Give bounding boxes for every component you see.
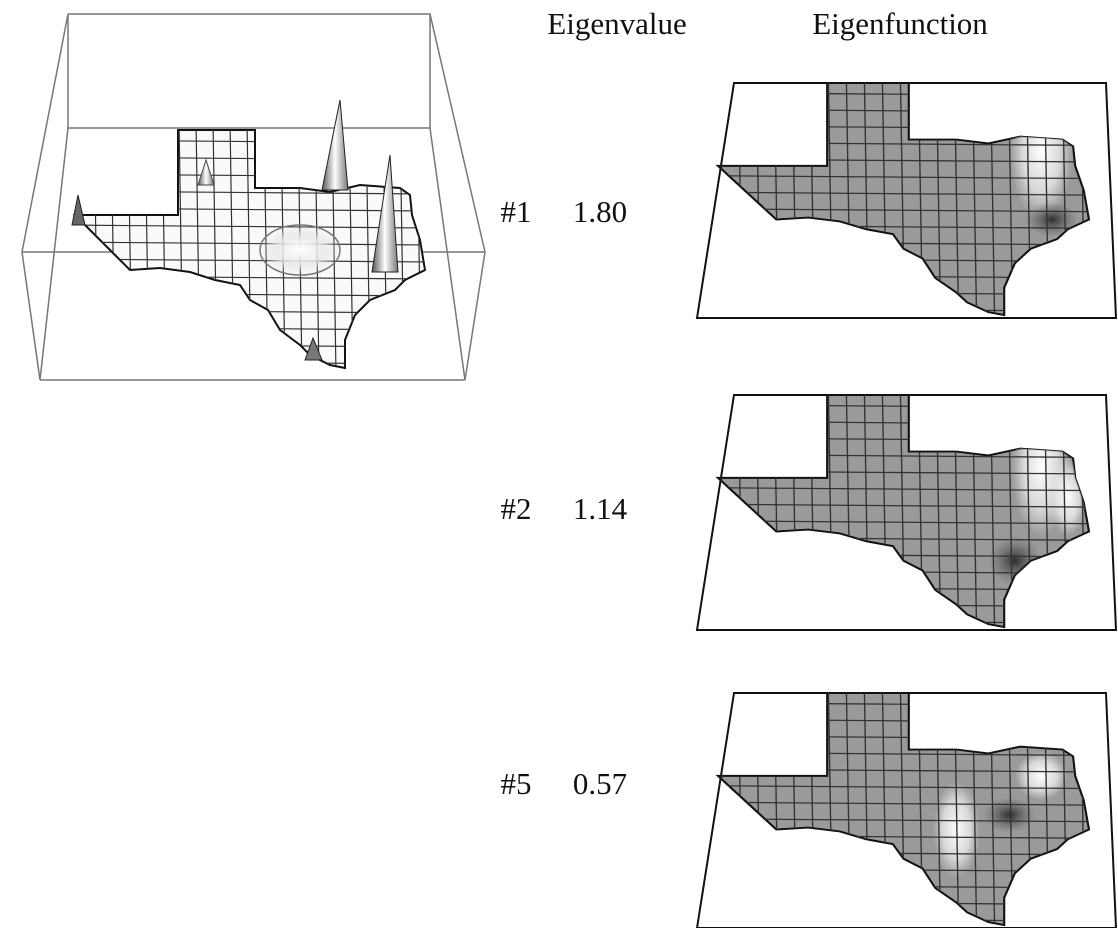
box-edge xyxy=(40,128,68,380)
grid-line xyxy=(60,120,64,375)
grid-line xyxy=(60,327,430,330)
column-header: Eigenfunction xyxy=(812,6,988,41)
page: Eigenvalue Eigenfunction #1 1.80 #2 1.14… xyxy=(0,0,1118,928)
raw-data-surface xyxy=(22,14,485,380)
column-header: Eigenvalue xyxy=(547,6,686,41)
eigenfunction-plot xyxy=(697,73,1116,322)
bump xyxy=(260,225,340,275)
grid-line xyxy=(60,310,430,313)
row-label: #5 xyxy=(501,766,532,801)
figure: Eigenvalue Eigenfunction #1 1.80 #2 1.14… xyxy=(0,0,1118,928)
spike xyxy=(322,100,348,190)
eigenfunction-plot xyxy=(697,683,1116,928)
peak xyxy=(1015,752,1068,801)
grid-line xyxy=(60,344,430,347)
texas-map xyxy=(60,100,430,375)
eigenvalue: 0.57 xyxy=(573,766,627,801)
grid-line xyxy=(60,361,430,364)
eigenfunction-plot xyxy=(697,385,1116,634)
box-back xyxy=(68,14,430,128)
spike xyxy=(72,195,85,225)
grid-line xyxy=(94,120,98,375)
box-edge xyxy=(22,14,68,252)
box-edge xyxy=(430,14,485,252)
eigenvalue: 1.80 xyxy=(573,194,627,229)
row-label: #2 xyxy=(501,491,532,526)
eigenfunction-panels xyxy=(697,73,1116,928)
texas-outline xyxy=(75,130,425,368)
box-edge xyxy=(430,128,465,380)
eigenvalue: 1.14 xyxy=(573,491,628,526)
grid-line xyxy=(77,120,81,375)
box-edge xyxy=(465,252,485,380)
row-label: #1 xyxy=(501,194,532,229)
box-edge xyxy=(22,252,40,380)
